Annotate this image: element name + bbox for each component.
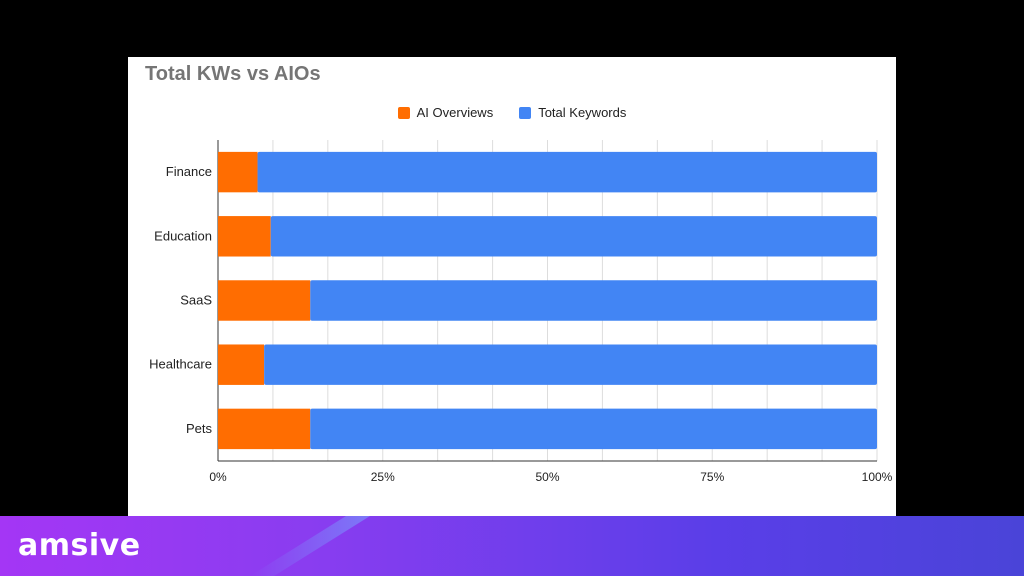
bar-ai-overviews xyxy=(218,344,265,385)
bar-total-keywords xyxy=(257,151,877,193)
x-tick-label: 50% xyxy=(535,470,559,484)
bar-ai-overviews xyxy=(218,216,271,257)
footer-band: amsive xyxy=(0,516,1024,576)
chart-card: Total KWs vs AIOs AI Overviews Total Key… xyxy=(128,57,896,516)
x-tick-label: 0% xyxy=(209,470,227,484)
bar-ai-overviews xyxy=(218,408,311,450)
brand-logo: amsive xyxy=(18,528,141,563)
category-label: SaaS xyxy=(180,293,212,308)
category-label: Pets xyxy=(186,421,213,436)
legend-swatch-ai-overviews xyxy=(397,106,410,119)
x-tick-label: 100% xyxy=(862,470,893,484)
legend-swatch-total-keywords xyxy=(519,106,532,119)
footer-accent xyxy=(250,516,370,576)
bar-ai-overviews xyxy=(218,151,258,193)
bar-ai-overviews xyxy=(218,280,311,321)
x-tick-label: 25% xyxy=(371,470,395,484)
category-label: Healthcare xyxy=(149,357,212,372)
chart-plot-area: 0% 25% 50% 75% 100% Finance Education SaaS Healt… xyxy=(149,140,893,484)
bar-total-keywords xyxy=(270,216,878,257)
x-tick-label: 75% xyxy=(700,470,724,484)
legend-label-total-keywords: Total Keywords xyxy=(538,105,627,120)
chart-title: Total KWs vs AIOs xyxy=(145,63,321,85)
chart-legend: AI Overviews Total Keywords xyxy=(128,105,896,120)
legend-label-ai-overviews: AI Overviews xyxy=(416,105,494,120)
bar-total-keywords xyxy=(310,408,877,450)
bar-total-keywords xyxy=(310,280,877,321)
category-label: Finance xyxy=(166,164,212,179)
legend-item-total-keywords[interactable]: Total Keywords xyxy=(519,105,626,120)
category-label: Education xyxy=(154,228,212,243)
bar-total-keywords xyxy=(264,344,877,385)
legend-item-ai-overviews[interactable]: AI Overviews xyxy=(397,105,494,120)
